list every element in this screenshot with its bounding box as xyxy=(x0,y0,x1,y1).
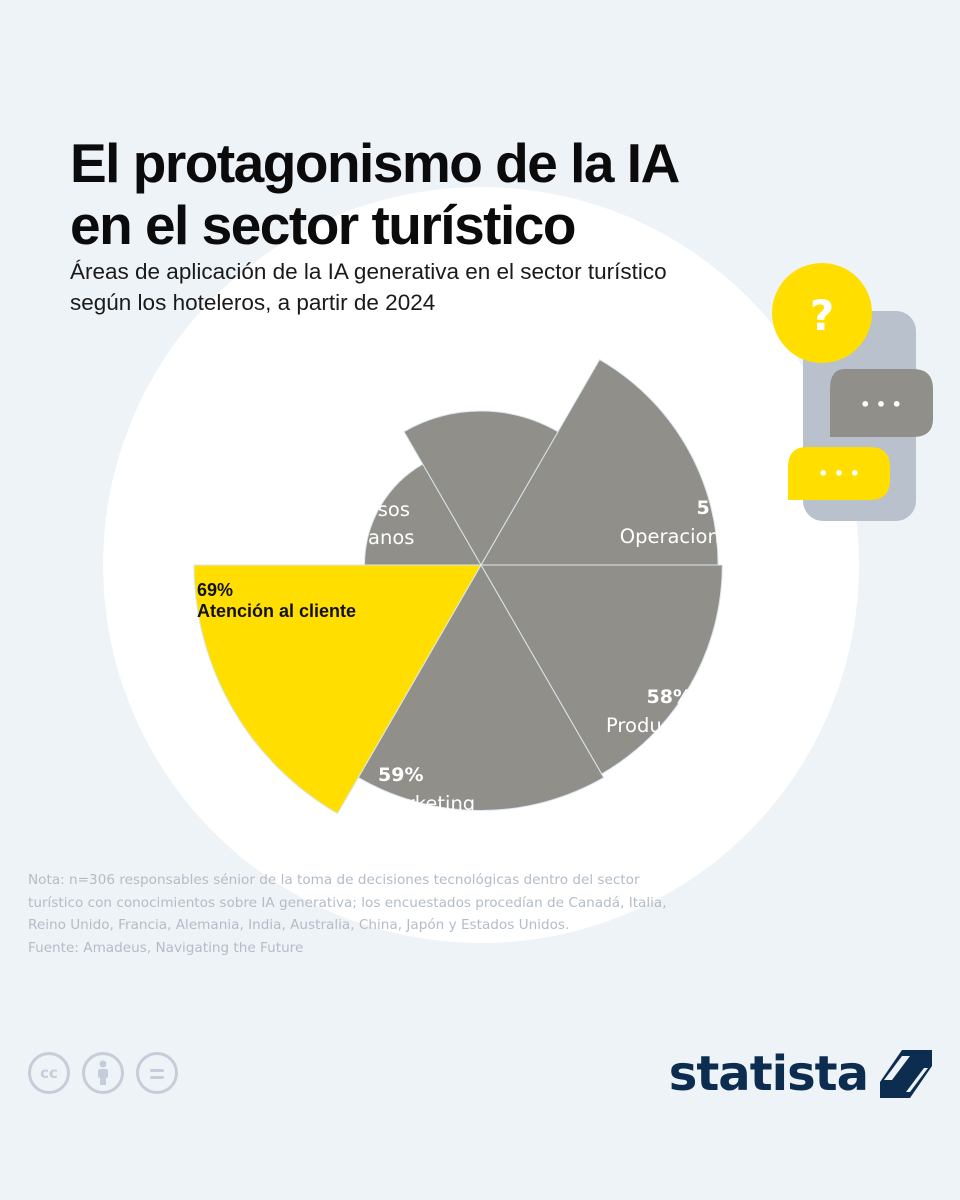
category-label-operaciones: Operaciones xyxy=(620,525,742,548)
slice-finanzas xyxy=(403,410,559,566)
by-person-icon[interactable] xyxy=(82,1052,124,1094)
note-line-2: turístico con conocimientos sobre IA gen… xyxy=(28,894,667,911)
title-line-1: El protagonismo de la IA xyxy=(70,132,680,194)
subtitle-line-2: según los hoteleros, a partir de 2024 xyxy=(70,290,436,315)
cc-icon[interactable]: cc xyxy=(28,1052,70,1094)
slice-producto xyxy=(480,564,723,775)
note-line-1: Nota: n=306 responsables sénior de la to… xyxy=(28,872,640,888)
value-label-atencion-al-cliente: 69% xyxy=(197,580,233,600)
slice-operaciones xyxy=(480,358,719,566)
license-icons: cc xyxy=(28,1052,178,1094)
statista-logo[interactable]: statista xyxy=(669,1046,932,1102)
chart-slices xyxy=(193,358,723,815)
value-label-recursos-humanos: 28% xyxy=(322,470,367,492)
yellow-bubble-ellipsis-icon: • • • xyxy=(818,464,860,483)
equals-bar-bottom xyxy=(150,1076,164,1079)
yellow-chat-bubble xyxy=(788,447,890,500)
question-bubble xyxy=(772,263,872,363)
chart-subtitle: Áreas de aplicación de la IA generativa … xyxy=(70,256,770,318)
brand-wordmark: statista xyxy=(668,1046,869,1102)
category-label-recursos-humanos: Recursos xyxy=(322,498,410,521)
category-label-producto: Producto xyxy=(606,714,692,737)
category-label-finanzas: Finanzas xyxy=(468,388,552,411)
source-line: Fuente: Amadeus, Navigating the Future xyxy=(28,939,304,956)
nd-equals-icon[interactable] xyxy=(136,1052,178,1094)
person-glyph xyxy=(98,1060,108,1085)
slice-atencion-al-cliente xyxy=(193,564,482,815)
chart-labels: 57% Operaciones 58% Producto 59% Marketing 69%… xyxy=(197,360,742,815)
value-label-finanzas: 37% xyxy=(507,360,552,382)
category-label-marketing: Marketing xyxy=(378,792,475,815)
slice-marketing xyxy=(357,563,605,811)
chart-title: El protagonismo de la IA en el sector tu… xyxy=(70,132,770,256)
question-mark-icon: ? xyxy=(810,291,834,340)
equals-bar-top xyxy=(150,1069,164,1072)
chat-bubbles-illustration: ? • • • • • • xyxy=(772,263,933,521)
grey-chat-bubble xyxy=(830,369,933,437)
value-label-producto: 58% xyxy=(647,686,692,708)
category-label-recursos-humanos: Humanos xyxy=(322,526,414,549)
value-label-operaciones: 57% xyxy=(697,497,742,519)
footnote: Nota: n=306 responsables sénior de la to… xyxy=(28,869,748,959)
value-label-marketing: 59% xyxy=(378,764,423,786)
statista-mark-icon xyxy=(880,1050,932,1098)
title-line-2: en el sector turístico xyxy=(70,194,576,256)
category-label-atencion-al-cliente: Atención al cliente xyxy=(197,601,356,621)
subtitle-line-1: Áreas de aplicación de la IA generativa … xyxy=(70,259,667,284)
slice-recursos-humanos xyxy=(363,463,482,566)
note-line-3: Reino Unido, Francia, Alemania, India, A… xyxy=(28,917,570,933)
grey-bubble-ellipsis-icon: • • • xyxy=(860,395,902,414)
